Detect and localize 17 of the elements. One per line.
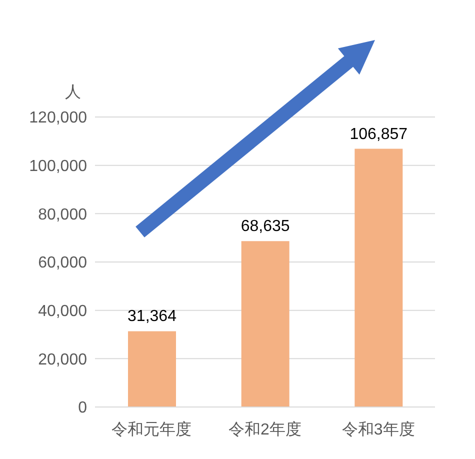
- data-label: 68,635: [240, 218, 290, 236]
- y-tick-label: 20,000: [38, 351, 88, 368]
- data-label: 31,364: [128, 308, 177, 326]
- x-tick-label: 令和2年度: [228, 420, 302, 438]
- y-tick-label: 0: [78, 400, 88, 417]
- bar: [241, 241, 290, 407]
- bar: [354, 148, 403, 407]
- y-tick-label: 60,000: [38, 254, 88, 272]
- y-tick-label: 120,000: [29, 110, 88, 127]
- data-label: 106,857: [350, 126, 408, 143]
- y-tick-label: 80,000: [38, 206, 88, 224]
- x-tick-label: 令和3年度: [342, 420, 415, 438]
- y-tick-label: 100,000: [29, 158, 88, 176]
- bar: [128, 331, 176, 407]
- y-axis-title: 人: [65, 84, 81, 101]
- x-tick-label: 令和元年度: [112, 420, 192, 438]
- y-tick-label: 40,000: [38, 303, 88, 320]
